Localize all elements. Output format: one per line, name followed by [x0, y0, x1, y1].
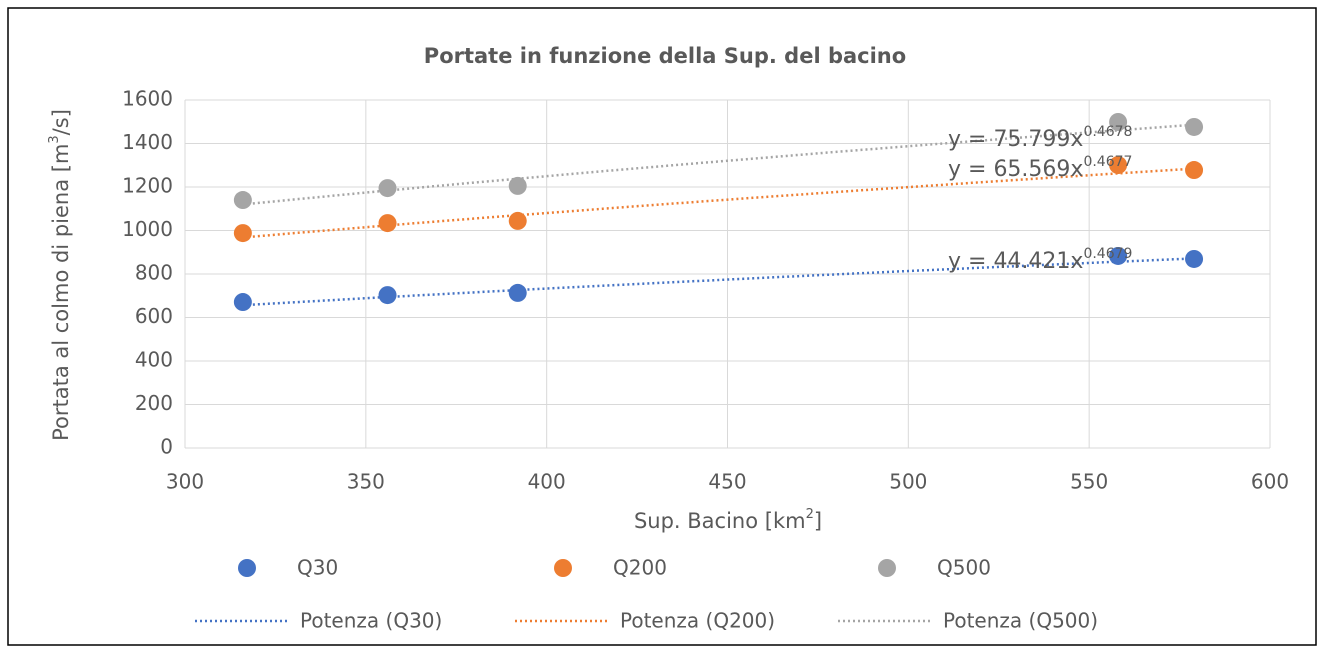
marker	[1185, 161, 1204, 180]
trendline-equation: y = 65.569x0.4677	[948, 154, 1132, 182]
y-tick-label: 0	[160, 435, 173, 459]
y-axis-title-part: /s]	[49, 109, 73, 135]
trendline-equation: y = 44.421x0.4679	[948, 246, 1132, 274]
legend-label: Potenza (Q500)	[943, 609, 1098, 633]
marker	[1109, 156, 1128, 175]
chart-title: Portate in funzione della Sup. del bacin…	[424, 44, 906, 68]
y-axis-title-part: 3	[47, 135, 62, 143]
legend-label: Potenza (Q200)	[620, 609, 775, 633]
x-tick-label: 550	[1070, 470, 1108, 494]
y-tick-label: 1400	[122, 130, 173, 154]
marker	[508, 176, 527, 195]
legend-label: Q30	[297, 556, 338, 580]
equation-text: y = 75.799x	[948, 127, 1083, 152]
x-tick-label: 600	[1251, 470, 1289, 494]
x-tick-label: 450	[708, 470, 746, 494]
chart-frame	[7, 7, 1317, 646]
y-tick-label: 600	[135, 304, 173, 328]
x-tick-label: 350	[347, 470, 385, 494]
marker	[508, 211, 527, 230]
legend-label: Q200	[613, 556, 667, 580]
y-tick-label: 800	[135, 261, 173, 285]
y-axis-title: Portata al colmo di piena [m3/s]	[47, 109, 73, 441]
trendline	[242, 257, 1195, 307]
marker	[233, 293, 252, 312]
equation-exponent: 0.4677	[1083, 154, 1132, 170]
y-tick-label: 200	[135, 391, 173, 415]
x-axis-title-part: Sup. Bacino [km	[634, 509, 806, 533]
marker	[378, 286, 397, 305]
legend-marker	[554, 559, 572, 577]
equation-exponent: 0.4678	[1083, 124, 1132, 140]
y-tick-label: 1200	[122, 174, 173, 198]
x-axis-title-part: ]	[814, 509, 822, 533]
y-axis-title-part: Portata al colmo di piena [m	[49, 144, 73, 441]
y-tick-label: 1600	[122, 87, 173, 111]
x-axis-title: Sup. Bacino [km2]	[634, 507, 822, 533]
x-tick-label: 500	[889, 470, 927, 494]
marker	[378, 179, 397, 198]
marker	[1185, 117, 1204, 136]
x-tick-label: 400	[528, 470, 566, 494]
marker	[233, 191, 252, 210]
x-tick-label: 300	[166, 470, 204, 494]
marker	[508, 283, 527, 302]
legend-label: Q500	[937, 556, 991, 580]
equation-text: y = 44.421x	[948, 249, 1083, 274]
legend-marker	[238, 559, 256, 577]
marker	[1185, 249, 1204, 268]
equation-text: y = 65.569x	[948, 157, 1083, 182]
trendline	[242, 123, 1195, 206]
marker	[378, 214, 397, 233]
legend-marker	[878, 559, 896, 577]
equation-exponent: 0.4679	[1083, 246, 1132, 262]
trendline-equation: y = 75.799x0.4678	[948, 124, 1132, 152]
y-tick-label: 400	[135, 348, 173, 372]
marker	[233, 224, 252, 243]
x-axis-title-part: 2	[806, 507, 814, 522]
y-tick-label: 1000	[122, 217, 173, 241]
legend-label: Potenza (Q30)	[300, 609, 442, 633]
marker	[1109, 112, 1128, 131]
marker	[1109, 246, 1128, 265]
